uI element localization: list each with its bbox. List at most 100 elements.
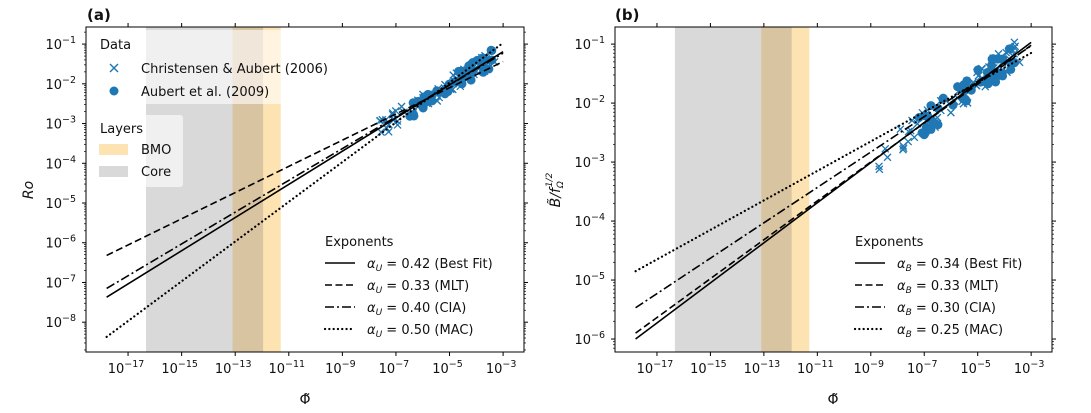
- scatter-x-point: [875, 162, 883, 171]
- legend-item-core: Core: [141, 165, 171, 180]
- x-tick-label: 10−11: [268, 359, 305, 377]
- legend-exponent-item: αB = 0.30 (CIA): [897, 301, 996, 318]
- scatter-x-point: [881, 144, 890, 153]
- scatter-circle-point: [472, 55, 482, 65]
- x-tick-label: 10−13: [744, 359, 781, 377]
- circle-marker-icon: [109, 86, 119, 96]
- alpha-subscript: U: [376, 308, 383, 318]
- legend-item-bmo: BMO: [141, 143, 171, 158]
- y-tick-base: 10: [45, 38, 62, 53]
- x-tick-base: 10: [744, 362, 761, 377]
- x-tick-label: 10−17: [637, 359, 674, 377]
- exponent-value-text: = 0.34 (Best Fit): [912, 257, 1023, 272]
- y-tick-label: 10−2: [574, 94, 605, 112]
- exponent-value-text: = 0.33 (MLT): [382, 279, 469, 294]
- scatter-x-point: [899, 141, 908, 150]
- x-tick-exponent: −3: [1030, 359, 1044, 370]
- y-label-sup: 1/2: [545, 172, 555, 187]
- y-tick-base: 10: [574, 97, 591, 112]
- alpha-subscript: U: [376, 286, 383, 296]
- x-tick-exponent: −15: [707, 359, 727, 370]
- y-tick-exponent: −6: [62, 234, 76, 245]
- exponent-value-text: = 0.33 (MLT): [912, 279, 999, 294]
- y-tick-base: 10: [45, 78, 62, 93]
- exponent-value-text: = 0.25 (MAC): [912, 323, 1003, 338]
- x-tick-base: 10: [108, 362, 125, 377]
- scatter-circle-point: [1004, 44, 1014, 54]
- x-tick-label: 10−11: [797, 359, 834, 377]
- fit-line-dashed: [635, 44, 1032, 334]
- y-tick-label: 10−7: [45, 273, 76, 291]
- scatter-x-point: [378, 115, 387, 124]
- x-axis-label: Φ̃: [827, 392, 838, 408]
- y-tick-exponent: −3: [62, 115, 76, 126]
- y-label-main: B̃/f: [547, 186, 564, 207]
- alpha-subscript: B: [906, 308, 912, 318]
- scatter-circle-point: [987, 54, 997, 64]
- bmo-swatch-icon: [99, 144, 128, 155]
- y-tick-label: 10−6: [574, 330, 605, 348]
- y-tick-label: 10−5: [574, 271, 605, 289]
- x-tick-label: 10−15: [690, 359, 727, 377]
- x-tick-exponent: −3: [502, 359, 516, 370]
- fit-lines: [634, 41, 1033, 340]
- scatter-x-point: [906, 126, 915, 135]
- legend-item-christensen: Christensen & Aubert (2006): [141, 62, 328, 77]
- x-tick-exponent: −5: [977, 359, 991, 370]
- x-tick-base: 10: [379, 362, 396, 377]
- legend-item-aubert: Aubert et al. (2009): [141, 85, 269, 100]
- scatter-circle-point: [917, 128, 927, 138]
- scatter-circle-point: [486, 45, 496, 55]
- exponent-value-text: = 0.50 (MAC): [382, 323, 473, 338]
- fit-lines: [105, 41, 505, 339]
- fit-line-dashed: [106, 60, 504, 257]
- scatter-circle-point: [1009, 58, 1019, 68]
- x-tick-exponent: −15: [178, 359, 198, 370]
- x-tick-exponent: −9: [342, 359, 356, 370]
- x-tick-base: 10: [486, 362, 503, 377]
- fit-line-solid: [106, 50, 504, 298]
- y-tick-exponent: −4: [591, 212, 605, 223]
- y-ticks: 10−610−510−410−310−210−1: [574, 35, 1056, 349]
- axes-frame: [614, 26, 1053, 353]
- x-tick-exponent: −9: [870, 359, 884, 370]
- y-tick-label: 10−3: [45, 115, 76, 133]
- x-axis-label: Φ̃: [299, 392, 310, 408]
- legend-exponents-title: Exponents: [855, 235, 924, 250]
- x-tick-label: 10−5: [960, 359, 991, 377]
- fit-line-solid: [635, 41, 1032, 340]
- x-tick-label: 10−3: [1014, 359, 1045, 377]
- legend-exponents-bg: [317, 229, 517, 337]
- x-tick-base: 10: [161, 362, 178, 377]
- y-tick-base: 10: [574, 38, 591, 53]
- alpha-symbol: α: [367, 323, 376, 338]
- alpha-symbol: α: [367, 257, 376, 272]
- x-tick-label: 10−5: [432, 359, 463, 377]
- legend-exponent-item: αU = 0.42 (Best Fit): [367, 257, 493, 274]
- y-tick-label: 10−1: [574, 35, 605, 53]
- scatter-x-point: [883, 153, 892, 162]
- alpha-symbol: α: [367, 279, 376, 294]
- x-tick-exponent: −11: [814, 359, 834, 370]
- y-tick-label: 10−5: [45, 194, 76, 212]
- alpha-symbol: α: [897, 257, 906, 272]
- scatter-x-point: [899, 144, 908, 153]
- alpha-symbol: α: [897, 301, 906, 316]
- legend-exponent-item: αU = 0.40 (CIA): [367, 301, 466, 318]
- y-tick-base: 10: [45, 197, 62, 212]
- x-tick-label: 10−15: [161, 359, 198, 377]
- x-tick-base: 10: [325, 362, 342, 377]
- band-overlap: [761, 27, 792, 352]
- x-tick-base: 10: [268, 362, 285, 377]
- x-tick-base: 10: [637, 362, 654, 377]
- legend-exponent-item: αB = 0.25 (MAC): [897, 323, 1003, 340]
- exponent-value-text: = 0.30 (CIA): [912, 301, 996, 316]
- y-tick-base: 10: [45, 276, 62, 291]
- core-swatch-icon: [99, 166, 128, 177]
- panel-a: 10−17 10−15 10−13 10−11 10−9 10−7 10−5 10−3 10−…: [21, 6, 528, 408]
- y-label-sub: Ω: [556, 181, 566, 189]
- y-tick-exponent: −6: [591, 330, 605, 341]
- y-tick-exponent: −1: [62, 35, 76, 46]
